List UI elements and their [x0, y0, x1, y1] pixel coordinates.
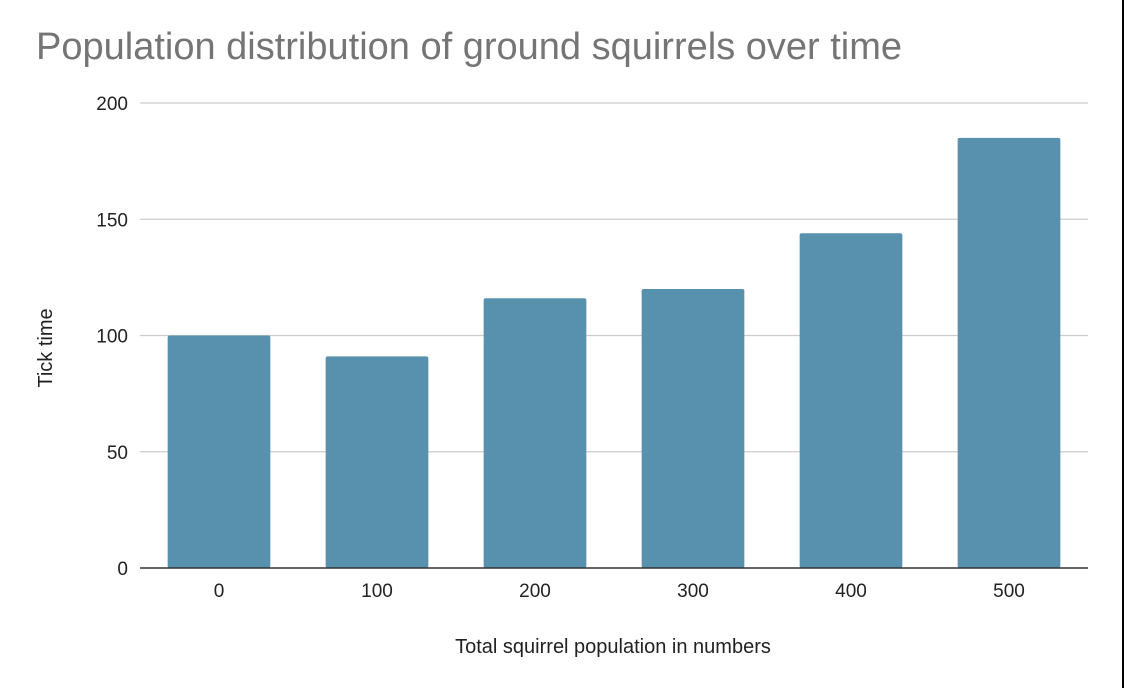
bar-300: [641, 289, 745, 568]
y-tick-label: 200: [96, 94, 128, 115]
y-axis-label: Tick time: [35, 308, 57, 387]
x-tick-label: 300: [677, 581, 709, 602]
bar-400: [799, 233, 903, 568]
x-tick-label: 0: [214, 581, 225, 602]
chart-title: Population distribution of ground squirr…: [36, 26, 903, 68]
x-tick-label: 400: [835, 581, 867, 602]
bar-100: [325, 356, 429, 568]
y-axis-ticks: 0 50 100 150 200: [96, 94, 128, 580]
bar-500: [957, 137, 1061, 568]
x-tick-label: 200: [519, 581, 551, 602]
bar-200: [483, 298, 587, 568]
y-tick-label: 150: [96, 210, 128, 231]
bar-0: [167, 335, 271, 568]
y-tick-label: 50: [107, 443, 128, 464]
y-tick-label: 0: [117, 559, 128, 580]
x-axis-ticks: 0 100 200 300 400 500: [214, 581, 1025, 602]
gridlines: [140, 102, 1088, 453]
y-tick-label: 100: [96, 327, 128, 348]
x-axis-label: Total squirrel population in numbers: [455, 636, 771, 658]
x-tick-label: 500: [993, 581, 1025, 602]
x-tick-label: 100: [361, 581, 393, 602]
bars: [167, 137, 1061, 568]
